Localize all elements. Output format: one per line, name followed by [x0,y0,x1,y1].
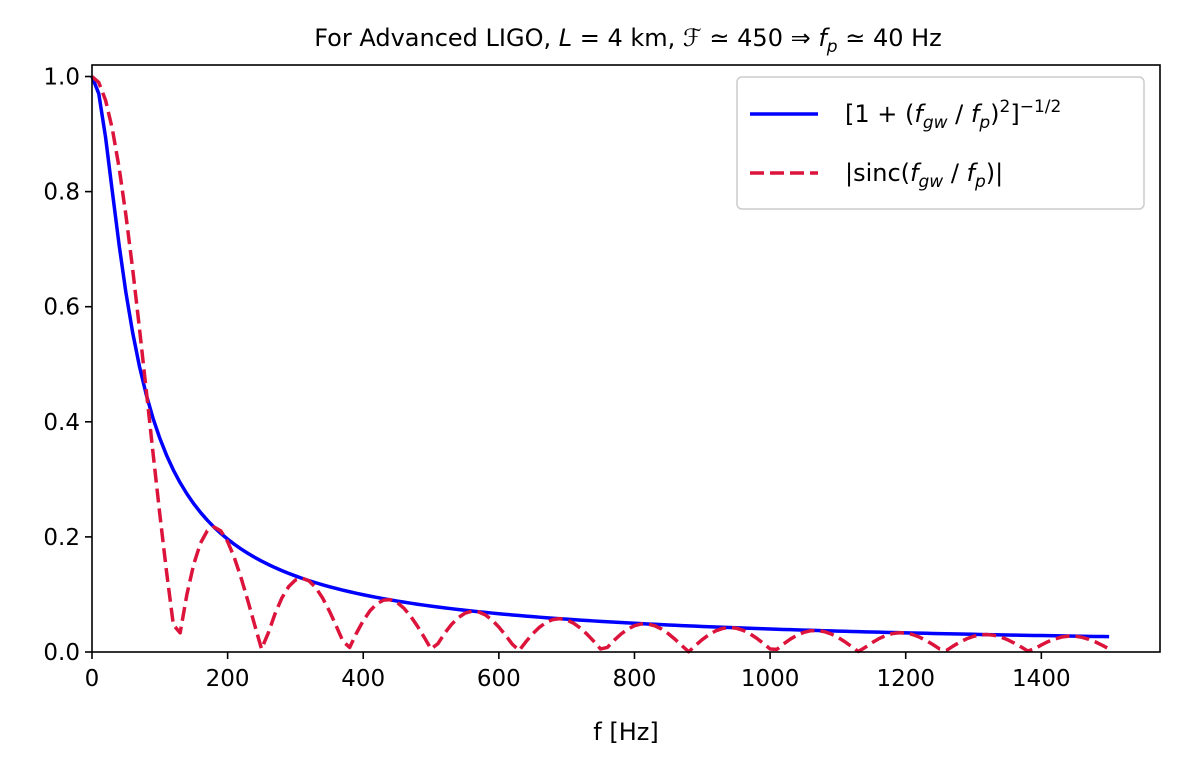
axes-frame [91,64,1161,653]
y-tick-label: 0.6 [43,295,80,321]
y-tick-label: 0.0 [43,640,80,666]
y-tick-label: 0.8 [43,180,80,206]
legend-label-sinc: |sinc(fgw / fp)| [845,159,1003,192]
title-L-symbol: L [559,24,572,52]
title-prefix: For Advanced LIGO, [314,24,559,52]
x-axis-ticks: 0 200 400 600 800 1000 1200 1400 [85,652,1071,692]
x-tick-label: 600 [477,666,521,692]
x-tick-label: 1400 [1012,666,1071,692]
title-fp-sub: p [826,37,838,57]
y-axis-ticks: 0.0 0.2 0.4 0.6 0.8 1.0 [43,65,92,666]
x-tick-label: 200 [206,666,250,692]
y-tick-label: 0.4 [43,410,80,436]
title-L-value: = 4 km, [572,24,683,52]
plot-area: 0 200 400 600 800 1000 1200 1400 0.00.20.40.60.… [43,64,1161,692]
y-tick-label: 1.0 [43,65,80,91]
y-tick-label: 0.2 [43,525,80,551]
series-line-lorentzian [90,75,1110,639]
legend-box [736,76,1145,210]
chart-title: For Advanced LIGO, L = 4 km, ℱ ≃ 450 ⇒ f… [314,24,942,57]
title-fp-value: ≃ 40 Hz [838,24,942,52]
x-tick-label: 400 [341,666,385,692]
x-tick-label: 0 [85,666,100,692]
legend-label-lorentzian: [1 + (fgw / fp)2]−1/2 [845,97,1061,133]
x-tick-label: 1200 [876,666,935,692]
series-layer [90,75,1110,654]
x-axis-label: f [Hz] [593,718,658,746]
legend: [1 + (fgw / fp)2]−1/2 |sinc(fgw / fp)| [736,76,1145,210]
title-finesse-value: ≃ 450 ⇒ [702,24,819,52]
x-tick-label: 800 [613,666,657,692]
series-line-sinc [90,75,1110,654]
x-tick-label: 1000 [741,666,800,692]
title-finesse-symbol: ℱ [683,24,702,52]
